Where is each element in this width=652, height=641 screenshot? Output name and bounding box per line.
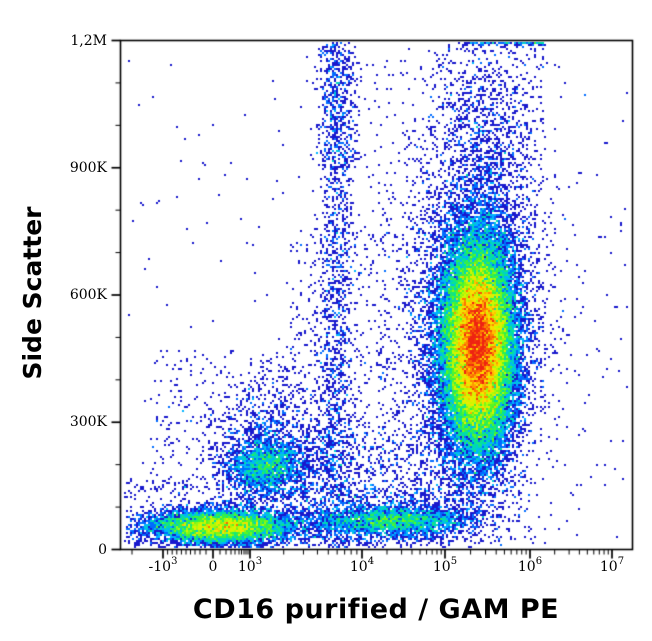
y-tick-label: 1,2M: [70, 32, 107, 49]
x-tick-label: 105: [432, 556, 458, 575]
x-tick-label: 104: [349, 556, 375, 575]
x-tick-label: -103: [148, 556, 178, 575]
y-axis-title: Side Scatter: [18, 206, 47, 380]
y-tick-label: 300K: [69, 414, 107, 431]
y-tick-label: 600K: [69, 287, 107, 303]
y-tick-label: 0: [98, 541, 107, 558]
y-tick-label: 900K: [69, 159, 107, 176]
x-tick-label: 0: [208, 559, 218, 575]
x-tick-label: 106: [517, 556, 543, 575]
x-axis-title: CD16 purified / GAM PE: [192, 594, 560, 625]
x-tick-label: 103: [237, 556, 263, 575]
x-tick-label: 107: [599, 556, 625, 575]
